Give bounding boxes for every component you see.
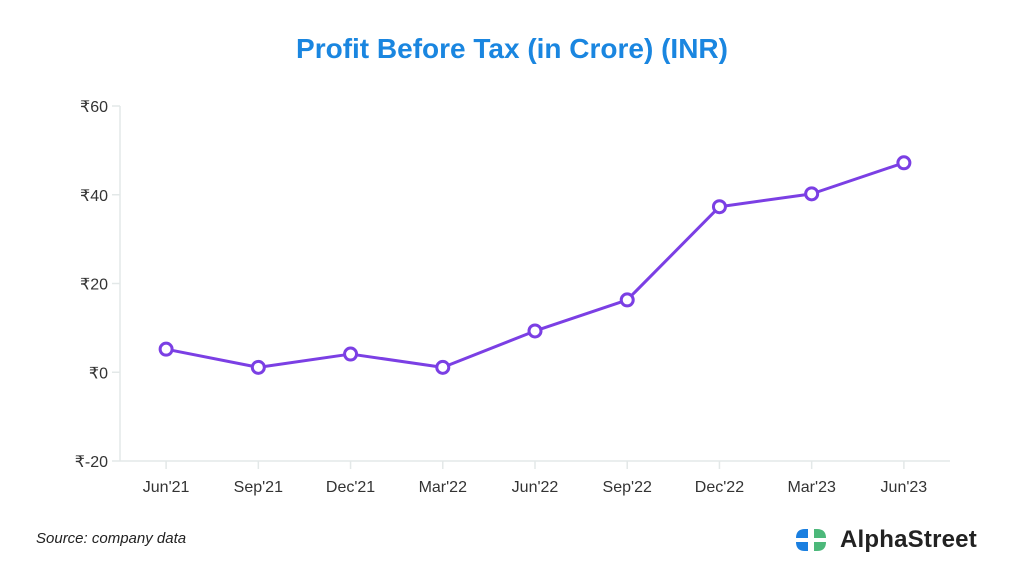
y-tick-label: ₹20 bbox=[80, 277, 108, 294]
data-point bbox=[343, 346, 359, 362]
data-point bbox=[527, 323, 543, 339]
x-tick-label: Jun'21 bbox=[143, 479, 190, 496]
x-tick-label: Sep'21 bbox=[234, 479, 283, 496]
x-tick-label: Dec'22 bbox=[695, 479, 744, 496]
y-tick-label: ₹-20 bbox=[75, 454, 108, 471]
x-tick-label: Jun'23 bbox=[881, 479, 928, 496]
brand-name: AlphaStreet bbox=[840, 526, 977, 553]
alphastreet-logo-icon bbox=[796, 529, 826, 551]
source-note: Source: company data bbox=[36, 530, 187, 547]
x-tick-label: Sep'22 bbox=[603, 479, 652, 496]
chart-title: Profit Before Tax (in Crore) (INR) bbox=[296, 33, 728, 64]
data-point bbox=[711, 199, 727, 215]
x-tick-label: Jun'22 bbox=[512, 479, 559, 496]
y-tick-label: ₹0 bbox=[89, 365, 108, 382]
data-point bbox=[158, 341, 174, 357]
alphastreet-logo: AlphaStreet bbox=[794, 526, 977, 554]
x-tick-label: Mar'22 bbox=[419, 479, 468, 496]
data-point bbox=[250, 359, 266, 375]
y-tick-label: ₹40 bbox=[80, 188, 108, 205]
x-tick-label: Mar'23 bbox=[787, 479, 836, 496]
data-point bbox=[804, 186, 820, 202]
y-tick-label: ₹60 bbox=[80, 99, 108, 116]
data-point bbox=[896, 155, 912, 171]
x-tick-label: Dec'21 bbox=[326, 479, 375, 496]
data-point bbox=[619, 292, 635, 308]
data-point bbox=[435, 359, 451, 375]
